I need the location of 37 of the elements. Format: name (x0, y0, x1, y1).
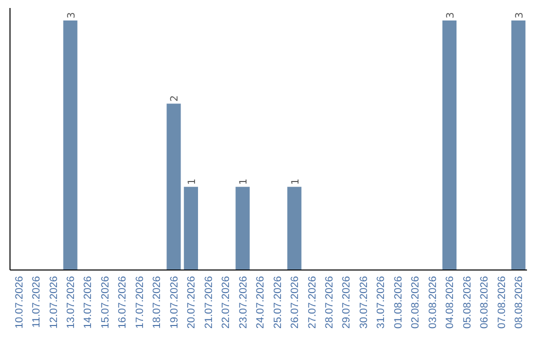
x-tick-label: 26.07.2026 (289, 276, 302, 329)
x-tick-label: 22.07.2026 (220, 276, 232, 329)
x-tick-label: 06.08.2026 (478, 276, 491, 329)
data-label: 1 (238, 178, 250, 185)
x-tick-label: 10.07.2026 (13, 276, 26, 329)
x-tick-label: 16.07.2026 (116, 276, 129, 329)
x-tick-label: 27.07.2026 (306, 276, 318, 329)
x-tick-label: 03.08.2026 (426, 276, 439, 329)
x-tick-label: 21.07.2026 (202, 276, 215, 329)
x-tick-label: 04.08.2026 (444, 276, 456, 329)
data-label: 3 (514, 12, 526, 18)
x-tick-label: 25.07.2026 (272, 276, 284, 329)
x-tick-label: 23.07.2026 (237, 276, 250, 329)
x-tick-label: 18.07.2026 (151, 276, 164, 329)
x-tick-label: 11.07.2026 (30, 276, 43, 328)
data-label: 1 (290, 178, 302, 185)
x-tick-label: 08.08.2026 (513, 276, 526, 329)
x-tick-label: 05.08.2026 (461, 276, 474, 329)
x-tick-label: 28.07.2026 (323, 276, 336, 329)
x-tick-label: 13.07.2026 (64, 276, 77, 329)
x-tick-label: 02.08.2026 (410, 276, 422, 329)
x-tick-label: 17.07.2026 (134, 276, 146, 329)
x-tick-label: 29.07.2026 (340, 276, 353, 329)
x-tick-label: 30.07.2026 (358, 276, 370, 329)
data-label: 2 (170, 95, 181, 102)
x-tick-label: 31.07.2026 (375, 276, 388, 329)
x-tick-label: 20.07.2026 (186, 276, 198, 329)
x-tick-label: 19.07.2026 (168, 276, 180, 329)
x-tick-label: 07.08.2026 (496, 276, 508, 329)
data-label: 3 (445, 12, 456, 18)
x-tick-label: 01.08.2026 (392, 276, 404, 329)
data-label: 1 (186, 178, 198, 185)
x-tick-label: 15.07.2026 (99, 276, 112, 329)
x-tick-label: 14.07.2026 (82, 276, 94, 329)
data-label: 3 (66, 12, 78, 18)
x-tick-label: 12.07.2026 (48, 276, 60, 329)
x-tick-label: 24.07.2026 (254, 276, 267, 329)
